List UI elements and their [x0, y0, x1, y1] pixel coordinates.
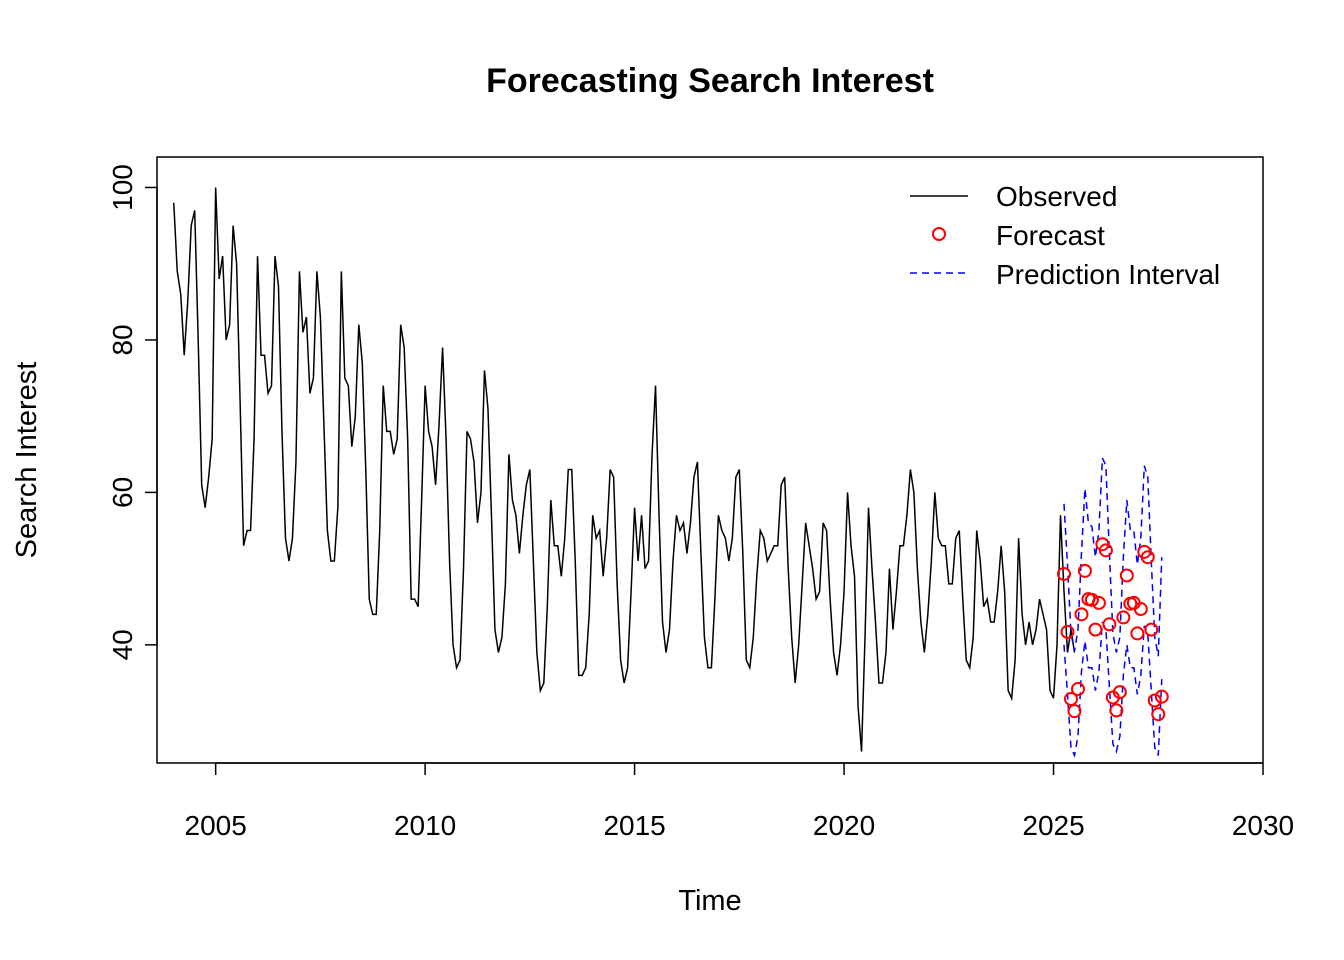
forecast-point — [1077, 563, 1092, 578]
x-tick-label: 2015 — [603, 810, 665, 841]
forecast-point — [1088, 622, 1103, 637]
forecast-point — [1063, 691, 1078, 706]
x-axis-label: Time — [678, 885, 741, 917]
x-tick-label: 2010 — [394, 810, 456, 841]
forecast-point — [1116, 610, 1131, 625]
forecast-point — [1119, 568, 1134, 583]
forecast-point — [1112, 685, 1127, 700]
x-tick-label: 2005 — [185, 810, 247, 841]
y-tick-label: 80 — [107, 324, 138, 355]
forecast-point — [1074, 607, 1089, 622]
x-tick-label: 2025 — [1022, 810, 1084, 841]
forecast-point — [1130, 626, 1145, 641]
y-axis-label: Search Interest — [11, 362, 43, 559]
forecast-point — [1151, 707, 1166, 722]
y-tick-label: 100 — [107, 164, 138, 211]
y-tick-label: 40 — [107, 629, 138, 660]
forecast-point — [1084, 592, 1099, 607]
forecast-point — [1109, 703, 1124, 718]
forecast-point — [1154, 689, 1169, 704]
interval-upper-line — [1063, 457, 1163, 657]
forecast-point — [1091, 595, 1106, 610]
x-axis: 2005 2010 2015 2020 2025 2030 — [185, 762, 1294, 841]
legend-forecast-label: Forecast — [996, 220, 1105, 251]
legend-interval-label: Prediction Interval — [996, 259, 1220, 290]
legend-forecast-swatch — [932, 227, 946, 241]
forecast-point — [1098, 543, 1113, 558]
forecast-point — [1057, 566, 1071, 581]
x-tick-label: 2030 — [1232, 810, 1294, 841]
forecast-point — [1144, 622, 1159, 637]
forecast-point — [1070, 682, 1085, 697]
observed-series-line — [173, 187, 1076, 752]
series-layer — [173, 187, 1169, 758]
forecast-point — [1067, 704, 1082, 719]
forecast-point — [1133, 602, 1148, 617]
forecast-point — [1060, 624, 1075, 639]
legend: Observed Forecast Prediction Interval — [910, 181, 1220, 290]
x-tick-label: 2020 — [813, 810, 875, 841]
y-tick-label: 60 — [107, 477, 138, 508]
legend-observed-label: Observed — [996, 181, 1117, 212]
forecast-point — [1147, 693, 1162, 708]
y-axis: 40 60 80 100 — [107, 164, 158, 660]
forecast-point — [1102, 617, 1117, 632]
interval-lower-line — [1063, 621, 1163, 758]
chart-title: Forecasting Search Interest — [486, 62, 934, 100]
forecast-point — [1140, 550, 1155, 565]
